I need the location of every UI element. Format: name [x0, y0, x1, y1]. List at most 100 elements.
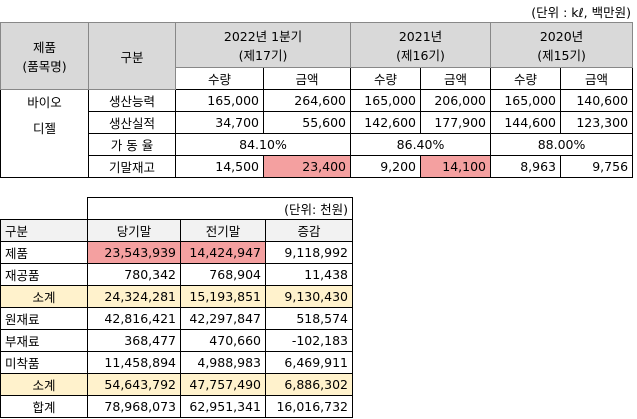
- text-line: 디젤: [32, 121, 56, 136]
- header: 구분: [0, 219, 88, 242]
- cell: 55,600: [263, 111, 351, 134]
- row-label: 소계: [0, 373, 88, 396]
- period-header: 2020년 (제15기): [490, 22, 634, 68]
- cell: 9,200: [350, 155, 421, 178]
- cell: 84.10%: [175, 133, 351, 156]
- blank: [1, 198, 88, 220]
- cell: 8,963: [490, 155, 562, 178]
- cell: 24,324,281: [87, 285, 181, 308]
- cell: 368,477: [87, 329, 181, 352]
- category-header: 구분: [88, 22, 176, 90]
- unit-label: (단위: 천원): [86, 197, 354, 220]
- row-label: 미착품: [0, 351, 88, 374]
- text-line: (제17기): [238, 48, 288, 63]
- data-row: 제품 23,543,939 14,424,947 9,118,992: [0, 241, 354, 264]
- cell: 88.00%: [490, 133, 634, 156]
- subheader: 금액: [419, 67, 492, 90]
- cell: 768,904: [180, 263, 266, 286]
- data-row: 생산실적 34,700 55,600 142,600 177,900 144,600 123…: [1, 111, 634, 134]
- data-row: 바이오 디젤 생산능력 165,000 264,600 165,000 206,000 165…: [0, 89, 634, 178]
- data-row: 재공품 780,342 768,904 11,438: [0, 263, 354, 286]
- text-line: 2020년: [539, 29, 584, 44]
- data-row: 합계 78,968,073 62,951,341 16,016,732: [0, 395, 354, 418]
- production-table: 제품 (품목명) 구분 2022년 1분기 (제17기) 2021년 (제16기) 2020년…: [0, 22, 634, 178]
- cell: 9,130,430: [264, 285, 354, 308]
- text-line: (제15기): [537, 48, 586, 63]
- subheader: 금액: [263, 67, 351, 90]
- cell: 42,816,421: [87, 307, 181, 330]
- header: 증감: [264, 219, 354, 242]
- cell: 9,118,992: [264, 241, 354, 264]
- cell: 54,643,792: [87, 373, 181, 396]
- cell: 144,600: [490, 111, 562, 134]
- cell: 14,424,947: [180, 241, 266, 264]
- unit-row: (단위: 천원): [1, 197, 354, 220]
- header: 전기말: [180, 219, 266, 242]
- header-row: 구분 당기말 전기말 증감: [0, 219, 354, 242]
- data-row: 소계 24,324,281 15,193,851 9,130,430: [0, 285, 354, 308]
- cell: 165,000: [490, 89, 562, 112]
- data-row: 가 동 율 84.10% 86.40% 88.00%: [1, 133, 634, 156]
- cell: 165,000: [175, 89, 264, 112]
- inventory-table: (단위: 천원) 구분 당기말 전기말 증감 제품 23,543,939 14,424,947…: [0, 197, 354, 418]
- cell: 4,988,983: [180, 351, 266, 374]
- cell: 177,900: [419, 111, 492, 134]
- row-label: 재공품: [0, 263, 88, 286]
- data-row: 원재료 42,816,421 42,297,847 518,574: [0, 307, 354, 330]
- cell: 14,500: [175, 155, 264, 178]
- period-header: 2021년 (제16기): [349, 22, 492, 68]
- cell: 15,193,851: [180, 285, 266, 308]
- cell: 42,297,847: [180, 307, 266, 330]
- row-label: 생산능력: [88, 89, 176, 112]
- text-line: (제16기): [396, 48, 445, 63]
- cell: 142,600: [350, 111, 421, 134]
- data-row: 기말재고 14,500 23,400 9,200 14,100 8,963 9,756: [1, 155, 634, 178]
- cell: 165,000: [350, 89, 421, 112]
- cell: 86.40%: [349, 133, 492, 156]
- cell: 470,660: [180, 329, 266, 352]
- subheader: 수량: [490, 67, 562, 90]
- cell: 16,016,732: [264, 395, 354, 418]
- row-label: 부재료: [0, 329, 88, 352]
- subheader-row: 수량 금액 수량 금액 수량 금액: [1, 67, 634, 90]
- cell: 780,342: [87, 263, 181, 286]
- subheader: 수량: [350, 67, 421, 90]
- cell: 123,300: [560, 111, 634, 134]
- subheader: 금액: [560, 67, 634, 90]
- data-row: 부재료 368,477 470,660 -102,183: [0, 329, 354, 352]
- data-row: 소계 54,643,792 47,757,490 6,886,302: [0, 373, 354, 396]
- row-label: 원재료: [0, 307, 88, 330]
- data-row: 미착품 11,458,894 4,988,983 6,469,911: [0, 351, 354, 374]
- row-label: 합계: [0, 395, 88, 418]
- cell: 9,756: [560, 155, 634, 178]
- row-label: 제품: [0, 241, 88, 264]
- cell: 34,700: [175, 111, 264, 134]
- cell: 206,000: [419, 89, 492, 112]
- subheader: 수량: [175, 67, 264, 90]
- cell: 264,600: [263, 89, 351, 112]
- header: 당기말: [87, 219, 181, 242]
- cell: 47,757,490: [180, 373, 266, 396]
- cell: 62,951,341: [180, 395, 266, 418]
- cell: 518,574: [264, 307, 354, 330]
- cell: -102,183: [264, 329, 354, 352]
- cell: 11,458,894: [87, 351, 181, 374]
- row-label: 소계: [0, 285, 88, 308]
- cell: 6,886,302: [264, 373, 354, 396]
- period-header: 2022년 1분기 (제17기): [175, 22, 351, 68]
- cell: 6,469,911: [264, 351, 354, 374]
- text-line: (품목명): [22, 59, 67, 74]
- text-line: 2022년 1분기: [223, 29, 303, 44]
- cell: 23,400: [263, 155, 351, 178]
- cell: 14,100: [419, 155, 492, 178]
- row-label: 기말재고: [88, 155, 176, 178]
- text-line: 바이오: [27, 95, 62, 110]
- row-label: 생산실적: [88, 111, 176, 134]
- row-label: 가 동 율: [88, 133, 176, 156]
- product-header: 제품 (품목명): [0, 22, 89, 90]
- header-row: 제품 (품목명) 구분 2022년 1분기 (제17기) 2021년 (제16기) 2020년…: [0, 22, 634, 90]
- text-line: 2021년: [398, 29, 443, 44]
